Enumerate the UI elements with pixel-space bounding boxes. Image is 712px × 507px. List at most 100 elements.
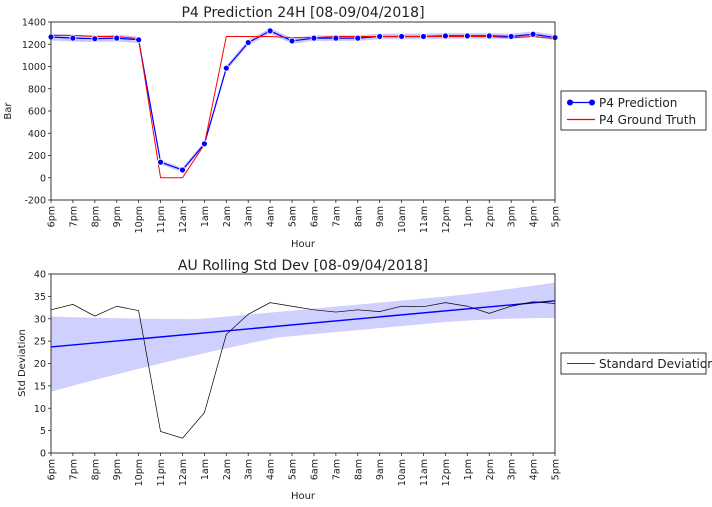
prediction-point	[332, 34, 340, 42]
prediction-point	[442, 32, 449, 40]
x-tick-label: 2am	[222, 206, 233, 227]
x-tick-label: 12am	[178, 459, 189, 486]
y-tick-label: 600	[28, 107, 46, 118]
y-tick-label: 400	[28, 129, 46, 140]
x-tick-label: 12pm	[441, 459, 452, 486]
y-tick-label: 40	[34, 270, 46, 281]
x-tick-label: 3am	[244, 459, 255, 480]
y-tick-label: 800	[28, 84, 46, 95]
prediction-point	[420, 33, 427, 40]
legend-std-dev-label: Standard Deviation	[599, 357, 712, 371]
y-tick-label: 1200	[22, 40, 46, 51]
prediction-point	[244, 39, 252, 46]
x-tick-label: 6am	[309, 206, 320, 227]
x-tick-label: 7pm	[68, 206, 79, 227]
legend-prediction-label: P4 Prediction	[599, 96, 677, 110]
x-tick-label: 12am	[178, 206, 189, 233]
x-tick-label: 3pm	[507, 459, 518, 480]
std-dev-chart-xlabel: Hour	[291, 491, 316, 502]
x-tick-label: 11pm	[156, 459, 167, 486]
std-dev-chart-ylabel: Std Deviation	[17, 329, 28, 397]
prediction-point	[179, 166, 186, 174]
prediction-point	[288, 37, 296, 45]
x-tick-label: 9am	[375, 459, 386, 480]
y-tick-label: 30	[34, 314, 46, 325]
prediction-chart-frame	[50, 21, 556, 201]
y-tick-label: 0	[40, 449, 46, 460]
x-tick-label: 5am	[288, 206, 299, 227]
x-tick-label: 7am	[331, 206, 342, 227]
x-tick-label: 4pm	[529, 459, 540, 480]
prediction-point	[463, 32, 471, 40]
y-tick-label: 35	[34, 292, 46, 303]
x-tick-label: 6pm	[47, 459, 58, 480]
std-dev-legend-box	[560, 352, 707, 375]
prediction-point	[398, 33, 406, 40]
y-tick-label: 1000	[22, 62, 46, 73]
x-tick-label: 4pm	[529, 206, 540, 227]
x-tick-label: 1pm	[463, 206, 474, 227]
x-tick-label: 6am	[309, 459, 320, 480]
x-tick-label: 1am	[200, 459, 211, 480]
prediction-point	[266, 27, 274, 35]
std-dev-chart-title: AU Rolling Std Dev [08-09/04/2018]	[178, 258, 428, 274]
prediction-point	[507, 33, 515, 40]
x-tick-label: 2am	[222, 459, 233, 480]
y-tick-label: 15	[34, 381, 46, 392]
x-tick-label: 11pm	[156, 206, 167, 233]
y-tick-label: 200	[28, 151, 46, 162]
x-tick-label: 2pm	[485, 206, 496, 227]
x-tick-label: 8pm	[90, 206, 101, 227]
regression-confidence-band	[51, 282, 555, 392]
prediction-point	[222, 64, 230, 72]
x-tick-label: 4am	[266, 206, 277, 227]
regression-line	[50, 300, 556, 348]
x-tick-label: 2pm	[485, 459, 496, 480]
prediction-legend-box	[560, 90, 707, 131]
std-dev-chart: AU Rolling Std Dev [08-09/04/2018] 0 5 10 1…	[17, 258, 712, 502]
std-dev-legend: Standard Deviation	[560, 352, 712, 375]
prediction-line	[50, 30, 556, 171]
x-tick-label: 8am	[353, 206, 364, 227]
x-tick-label: 11am	[419, 459, 430, 486]
x-tick-label: 9pm	[112, 206, 123, 227]
x-tick-label: 9am	[375, 206, 386, 227]
legend-ground-truth-label: P4 Ground Truth	[599, 113, 696, 127]
prediction-chart-ylabel: Bar	[3, 102, 14, 120]
x-tick-label: 10am	[397, 459, 408, 486]
x-tick-label: 5pm	[551, 459, 562, 480]
prediction-point	[135, 36, 143, 44]
x-tick-label: 5am	[288, 459, 299, 480]
x-tick-label: 1am	[200, 206, 211, 227]
prediction-point	[200, 140, 208, 148]
x-tick-label: 8pm	[90, 459, 101, 480]
y-tick-label: 10	[34, 404, 46, 415]
prediction-point	[354, 34, 362, 42]
x-tick-label: 10am	[397, 206, 408, 233]
prediction-point	[69, 34, 77, 42]
x-tick-label: 4am	[266, 459, 277, 480]
legend-prediction-marker	[589, 99, 595, 106]
prediction-point	[310, 34, 318, 42]
y-tick-label: 0	[40, 173, 46, 184]
std-dev-line	[50, 301, 556, 439]
y-tick-label: 20	[34, 359, 46, 370]
prediction-chart: P4 Prediction 24H [08-09/04/2018] -200 0 2…	[3, 5, 707, 250]
x-tick-label: 11am	[419, 206, 430, 233]
x-tick-label: 7am	[331, 459, 342, 480]
y-tick-label: -200	[24, 196, 46, 207]
x-tick-label: 1pm	[463, 459, 474, 480]
y-tick-label: 25	[34, 337, 46, 348]
x-tick-label: 10pm	[134, 459, 145, 486]
x-tick-label: 6pm	[47, 206, 58, 227]
prediction-point	[157, 158, 164, 166]
y-tick-label: 5	[40, 426, 46, 437]
x-tick-label: 3pm	[507, 206, 518, 227]
x-tick-label: 7pm	[68, 459, 79, 480]
prediction-point	[529, 30, 537, 38]
y-tick-label: 1400	[22, 18, 46, 29]
legend-prediction-marker	[567, 99, 573, 106]
prediction-legend: P4 Prediction P4 Ground Truth	[560, 90, 707, 131]
x-tick-label: 3am	[244, 206, 255, 227]
